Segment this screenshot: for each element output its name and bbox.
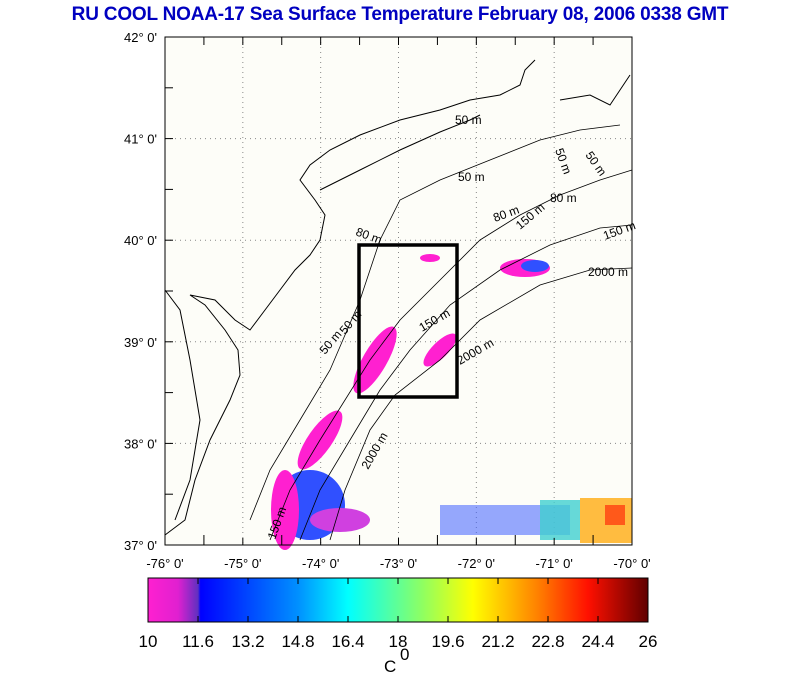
lat-tick-label: 37° 0' — [124, 538, 157, 553]
lat-tick-label: 40° 0' — [124, 233, 157, 248]
sst-patch — [540, 500, 580, 540]
map-frame — [165, 37, 632, 545]
lon-tick-label: -74° 0' — [302, 556, 339, 571]
colorbar-tick-label: 19.6 — [431, 632, 464, 651]
colorbar-unit: C — [384, 657, 396, 676]
lat-tick-label: 42° 0' — [124, 30, 157, 45]
colorbar-tick-label: 11.6 — [182, 632, 214, 651]
colorbar-tick-label: 10 — [139, 632, 158, 651]
colorbar — [147, 577, 649, 623]
sst-patches — [271, 254, 632, 550]
sst-patch — [521, 260, 549, 272]
lat-tick-label: 38° 0' — [124, 436, 157, 451]
colorbar-tick-label: 22.8 — [531, 632, 564, 651]
colorbar-tick-label: 16.4 — [331, 632, 364, 651]
sst-patch — [423, 333, 457, 367]
lon-tick-label: -75° 0' — [224, 556, 261, 571]
colorbar-tick-label: 24.4 — [581, 632, 614, 651]
colorbar-tick-label: 21.2 — [481, 632, 514, 651]
colorbar-unit-superscript: 0 — [400, 645, 409, 664]
lat-tick-label: 41° 0' — [124, 132, 157, 147]
map-title: RU COOL NOAA-17 Sea Surface Temperature … — [71, 4, 729, 25]
sst-patch — [605, 505, 625, 525]
bathymetry-contours — [249, 124, 633, 541]
colorbar-tick-label: 14.8 — [281, 632, 314, 651]
colorbar-tick-label: 26 — [639, 632, 658, 651]
axes: -76° 0' -75° 0' -74° 0' -73° 0' -72° 0' -71° … — [124, 30, 651, 571]
sst-patch — [353, 326, 397, 394]
lon-tick-label: -73° 0' — [380, 556, 417, 571]
sst-patch — [310, 508, 370, 532]
colorbar-ticks: 10 11.6 13.2 14.8 16.4 18 19.6 21.2 22.8 24.4 26 — [139, 578, 658, 651]
contour-label: 2000 m — [588, 265, 628, 279]
contour-label: 50 m — [455, 113, 482, 127]
sst-patch-magenta — [271, 470, 299, 550]
lat-tick-label: 39° 0' — [124, 335, 157, 350]
sst-patch — [420, 254, 440, 262]
contour-label: 80 m — [550, 191, 577, 205]
contour-label: 50 m — [458, 170, 485, 184]
study-area-box — [357, 243, 459, 399]
lon-tick-label: -70° 0' — [613, 556, 650, 571]
coastline — [164, 59, 631, 536]
lon-tick-label: -71° 0' — [536, 556, 573, 571]
colorbar-tick-label: 13.2 — [231, 632, 264, 651]
colorbar-tick-label: 18 — [389, 632, 408, 651]
lon-tick-label: -76° 0' — [146, 556, 183, 571]
lon-tick-label: -72° 0' — [458, 556, 495, 571]
